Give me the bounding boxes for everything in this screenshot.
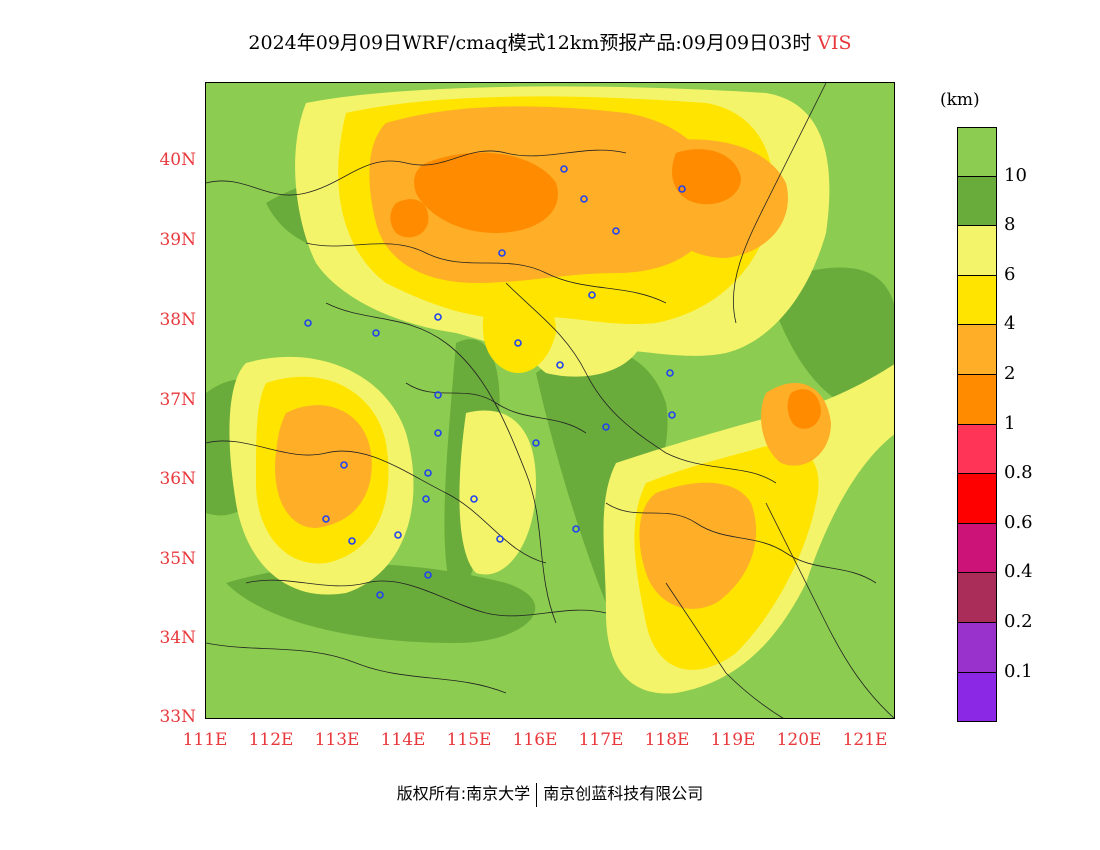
lon-label-115e: 115E [446,730,492,750]
lat-label-40n: 40N [159,150,196,170]
lat-label-38n: 38N [159,310,196,330]
colorbar-level-label: 2 [1004,363,1016,384]
colorbar-level-label: 1 [1004,412,1016,434]
lon-label-121e: 121E [842,730,888,750]
colorbar-level-label: 10 [1004,164,1027,186]
colorbar-swatch [957,226,997,276]
lon-label-117e: 117E [578,730,624,750]
lat-label-33n: 33N [159,707,196,727]
colorbar [957,127,997,723]
lon-label-113e: 113E [314,730,360,750]
colorbar-swatch [957,424,997,475]
lat-label-35n: 35N [159,549,196,569]
legend-unit: (km) [940,90,980,110]
colorbar-level-label: 0.2 [1004,611,1033,632]
colorbar-swatch [957,374,997,425]
colorbar-swatch [957,573,997,623]
colorbar-swatch [957,672,997,723]
colorbar-level-label: 0.4 [1004,561,1033,583]
colorbar-swatch [957,523,997,574]
lon-label-118e: 118E [644,730,690,750]
title-variable: VIS [817,32,852,54]
map-title: 2024年09月09日WRF/cmaq模式12km预报产品:09月09日03时 V… [0,28,1100,55]
colorbar-level-label: 0.6 [1004,511,1033,533]
colorbar-level-label: 4 [1004,313,1016,335]
lat-label-39n: 39N [159,230,196,250]
lon-label-120e: 120E [776,730,822,750]
colorbar-level-label: 6 [1004,263,1016,285]
lon-label-116e: 116E [512,730,558,750]
title-main: 2024年09月09日WRF/cmaq模式12km预报产品:09月09日03时 [248,32,812,54]
lat-label-34n: 34N [159,628,196,648]
visibility-field [206,83,894,718]
colorbar-swatch [957,474,997,524]
colorbar-swatch [957,325,997,375]
colorbar-swatch [957,176,997,227]
lat-label-36n: 36N [159,469,196,489]
colorbar-swatch [957,622,997,673]
colorbar-swatch [957,127,997,177]
lon-label-112e: 112E [248,730,294,750]
colorbar-level-label: 8 [1004,214,1016,236]
colorbar-swatch [957,275,997,326]
colorbar-level-label: 0.1 [1004,660,1033,682]
footer-separator [536,782,538,807]
lat-label-37n: 37N [159,390,196,410]
lon-label-114e: 114E [380,730,426,750]
copyright-footer: 版权所有:南京大学 南京创蓝科技有限公司 [0,780,1100,807]
lon-label-119e: 119E [710,730,756,750]
visibility-map [205,82,895,719]
footer-left: 版权所有:南京大学 [396,784,531,803]
colorbar-level-label: 0.8 [1004,462,1033,484]
lon-label-111e: 111E [182,730,228,750]
footer-right: 南京创蓝科技有限公司 [543,784,704,803]
